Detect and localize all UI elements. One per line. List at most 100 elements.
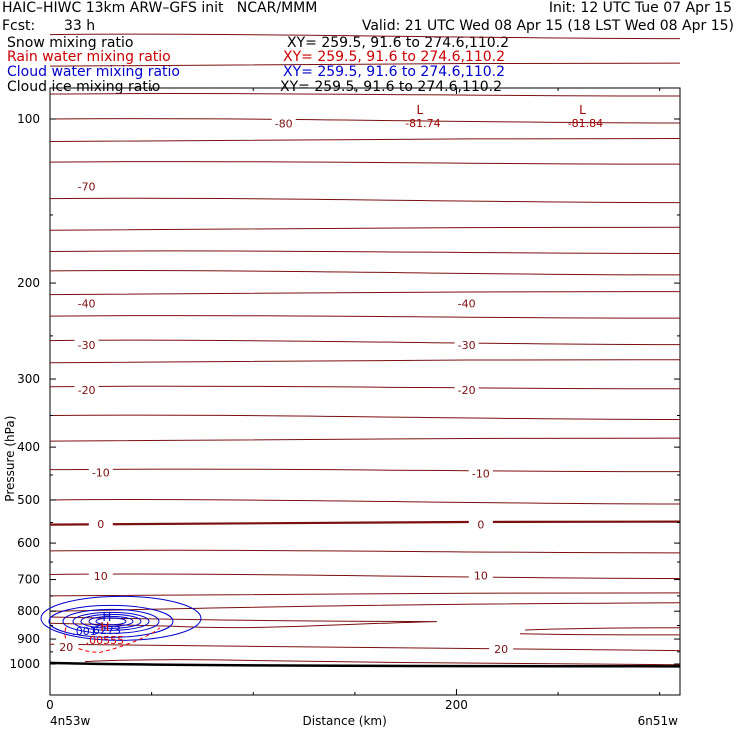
- isotherm-line: [49, 161, 681, 165]
- isotherm-label-bg: [468, 569, 493, 582]
- isotherm-line: [49, 226, 681, 231]
- isotherm-label: 20: [59, 641, 73, 654]
- plot-frame: [49, 87, 681, 696]
- chart-title: HAIC–HIWC 13km ARW–GFS init NCAR/MMM: [2, 0, 318, 16]
- isotherm-line: [49, 138, 681, 143]
- isotherm-line: [49, 499, 681, 505]
- isotherm-line: [49, 197, 681, 204]
- isotherm-line: [49, 573, 681, 579]
- y-tick-label: 700: [17, 573, 40, 587]
- extremum-value: .00555: [86, 634, 125, 647]
- isotherm-line: [49, 643, 681, 652]
- isotherm-line: [519, 633, 681, 636]
- isotherm-line: [49, 118, 681, 124]
- field-rain-label: Rain water mixing ratio: [7, 49, 171, 65]
- y-tick-label: 900: [17, 632, 40, 646]
- field-cloudice-label: Cloud ice mixing ratio: [7, 79, 161, 95]
- isotherm-label: 10: [94, 570, 108, 583]
- field-cloudwater-label: Cloud water mixing ratio: [7, 64, 180, 80]
- isotherm-label-bg: [88, 570, 113, 583]
- isotherm-label-bg: [489, 642, 514, 655]
- isotherm-line: [49, 437, 681, 442]
- extremum-value: -81.84: [568, 117, 603, 130]
- low-marker: L: [417, 103, 424, 117]
- isotherm-label-bg: [74, 383, 99, 396]
- y-tick-label: 300: [17, 372, 40, 386]
- isotherm-label-bg: [468, 467, 493, 480]
- rain-water-contour: [64, 627, 161, 653]
- y-tick-label: 1000: [9, 657, 40, 671]
- cloud-water-contour: [48, 604, 174, 638]
- isotherm-label: 0: [97, 518, 104, 531]
- forecast-hour: 33 h: [64, 18, 96, 34]
- isotherm-label-bg: [74, 339, 99, 352]
- isotherm-label-bg: [88, 518, 113, 531]
- isotherm-label: 0: [477, 519, 484, 532]
- field-cloudice-xy: XY= 259.5, 91.6 to 274.6,110.2: [280, 79, 503, 95]
- isotherm-line: [49, 315, 681, 319]
- isotherm-line: [49, 592, 681, 597]
- cloud-water-contour: [88, 615, 134, 627]
- isotherm-label-bg: [468, 518, 493, 531]
- x-endpoint-left: 4n53w: [50, 714, 91, 728]
- high-marker: H: [102, 610, 111, 624]
- field-snow-xy: XY= 259.5, 91.6 to 274.6,110.2: [287, 35, 510, 51]
- cloud-water-contour: [72, 611, 150, 631]
- cloud-water-contour: [80, 613, 142, 629]
- field-rain-xy: XY= 259.5, 91.6 to 274.6,110.2: [283, 49, 506, 65]
- isotherm-label-bg: [88, 466, 113, 479]
- valid-time: Valid: 21 UTC Wed 08 Apr 15 (18 LST Wed …: [361, 18, 734, 34]
- contour-label: .001: [72, 625, 97, 638]
- y-tick-label: 200: [17, 276, 40, 290]
- isotherm-line: [49, 339, 681, 346]
- isotherm-label: 10: [474, 569, 488, 582]
- isotherm-label: -40: [78, 297, 96, 310]
- x-tick-label: 0: [46, 698, 54, 712]
- y-tick-label: 400: [17, 440, 40, 454]
- y-tick-label: 500: [17, 493, 40, 507]
- isotherm-label: -30: [78, 339, 96, 352]
- cloud-water-contour: [95, 617, 127, 626]
- low-marker: L: [579, 103, 586, 117]
- isotherm-label: -80: [275, 118, 293, 131]
- isotherm-line: [49, 385, 681, 390]
- isotherm-line: [49, 33, 681, 40]
- x-axis-title: Distance (km): [303, 714, 387, 728]
- y-tick-label: 800: [17, 604, 40, 618]
- isotherm-label: -10: [92, 466, 110, 479]
- isotherm-line: [49, 520, 681, 526]
- isotherm-line: [49, 549, 681, 554]
- isotherm-label: -40: [458, 297, 476, 310]
- isotherm-line: [49, 359, 681, 364]
- isotherm-line: [49, 291, 681, 296]
- y-tick-label: 100: [17, 112, 40, 126]
- forecast-label: Fcst:: [2, 18, 36, 34]
- isotherm-line: [49, 62, 681, 67]
- extremum-value: 6273: [93, 624, 121, 637]
- isotherm-label: -20: [78, 384, 96, 397]
- isotherm-label-bg: [271, 117, 296, 130]
- isotherm-line: [49, 250, 681, 254]
- x-endpoint-right: 6n51w: [638, 714, 679, 728]
- isotherm-label-bg: [54, 640, 79, 653]
- y-axis-title: Pressure (hPa): [3, 416, 17, 502]
- isotherm-label: 20: [494, 643, 508, 656]
- init-time: Init: 12 UTC Tue 07 Apr 15: [548, 0, 732, 16]
- isotherm-label-bg: [74, 297, 99, 310]
- high-marker: H: [100, 620, 109, 634]
- y-tick-label: 600: [17, 536, 40, 550]
- isotherm-line: [49, 602, 681, 612]
- isotherm-line: [524, 627, 681, 631]
- isotherm-label: -30: [458, 339, 476, 352]
- field-snow-label: Snow mixing ratio: [7, 35, 134, 51]
- isotherm-line: [49, 414, 681, 421]
- isotherm-label-bg: [454, 339, 479, 352]
- field-cloudwater-xy: XY= 259.5, 91.6 to 274.6,110.2: [283, 64, 506, 80]
- isotherm-line: [84, 659, 681, 666]
- isotherm-label: -70: [78, 180, 96, 193]
- cloud-water-contour: [40, 595, 202, 641]
- isotherm-line: [49, 270, 681, 276]
- terrain-surface-line: [49, 661, 681, 668]
- extremum-value: -81.74: [405, 117, 440, 130]
